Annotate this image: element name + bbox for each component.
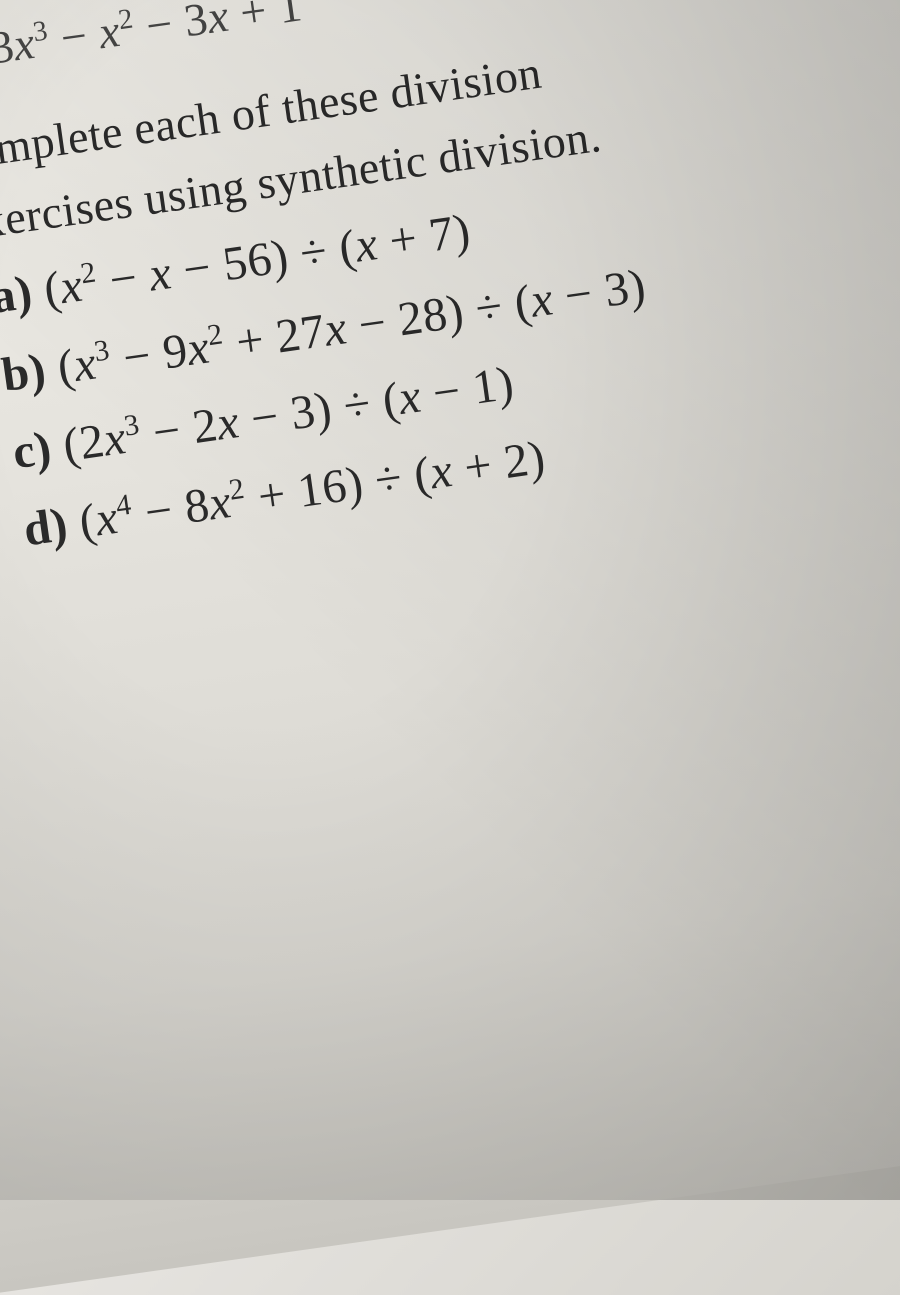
textbook-page: 3 c) 4x d) 3x3 − x2 − 3x + 1 Complete ea… [0, 0, 900, 1293]
